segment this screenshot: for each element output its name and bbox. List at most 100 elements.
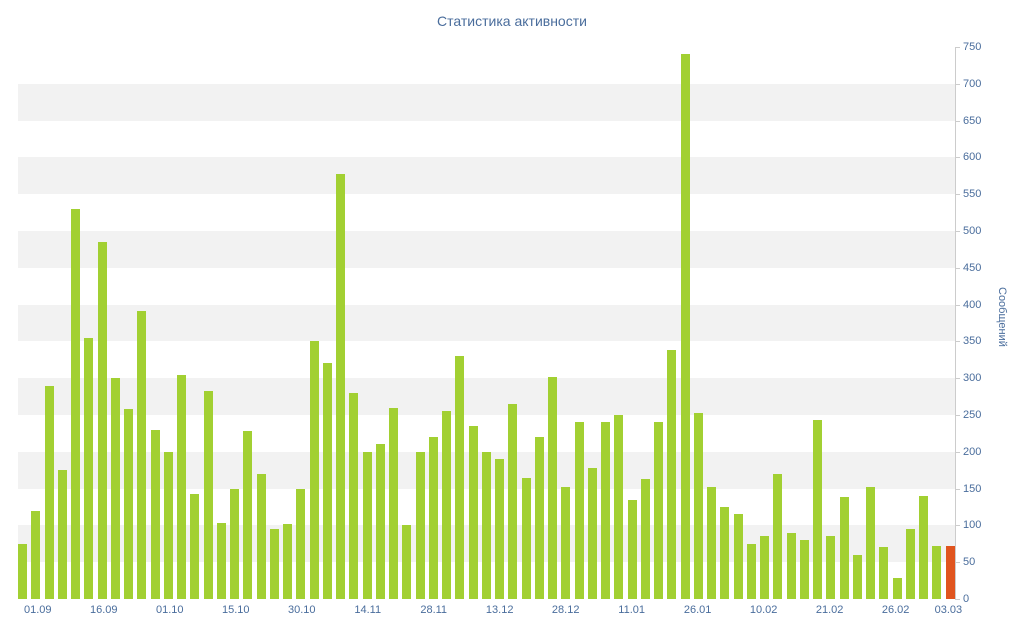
bar[interactable] bbox=[866, 487, 875, 599]
y-axis-tick bbox=[955, 83, 960, 85]
bar[interactable] bbox=[707, 487, 716, 599]
bar[interactable] bbox=[402, 525, 412, 599]
bar[interactable] bbox=[627, 499, 637, 599]
bar[interactable] bbox=[190, 493, 200, 599]
bar[interactable] bbox=[84, 337, 94, 599]
bar[interactable] bbox=[137, 310, 147, 599]
y-axis-tick-label: 650 bbox=[963, 114, 982, 127]
bar[interactable] bbox=[495, 459, 504, 599]
bar[interactable] bbox=[309, 341, 319, 599]
bar[interactable] bbox=[322, 363, 332, 599]
bar[interactable] bbox=[349, 392, 359, 599]
bar[interactable] bbox=[919, 495, 928, 599]
bar[interactable] bbox=[481, 451, 491, 599]
bar[interactable] bbox=[786, 532, 796, 599]
bar[interactable] bbox=[296, 488, 306, 599]
bar[interactable] bbox=[587, 468, 597, 599]
y-axis-tick-label: 250 bbox=[963, 409, 982, 421]
bar[interactable] bbox=[813, 420, 822, 599]
x-axis-label: 03.03 bbox=[934, 604, 963, 616]
bar[interactable] bbox=[97, 242, 107, 599]
bar[interactable] bbox=[905, 529, 915, 599]
bar[interactable] bbox=[839, 497, 849, 599]
x-axis-label: 16.09 bbox=[90, 604, 118, 616]
bar[interactable] bbox=[71, 208, 80, 599]
grid-band bbox=[18, 304, 955, 342]
bar[interactable] bbox=[799, 540, 809, 599]
bar[interactable] bbox=[375, 444, 385, 599]
bar[interactable] bbox=[733, 514, 743, 599]
bar[interactable] bbox=[667, 350, 677, 599]
bar[interactable] bbox=[680, 54, 690, 599]
y-axis-tick-label: 200 bbox=[963, 445, 982, 458]
bar[interactable] bbox=[216, 523, 226, 599]
bar[interactable] bbox=[269, 529, 279, 599]
x-axis-label: 01.09 bbox=[24, 604, 52, 616]
bar[interactable] bbox=[455, 356, 465, 599]
bar[interactable] bbox=[614, 415, 624, 599]
x-axis-label: 30.10 bbox=[287, 604, 316, 616]
bar[interactable] bbox=[428, 437, 438, 599]
x-axis-label: 26.01 bbox=[683, 604, 712, 616]
y-axis-title: Сообщений bbox=[996, 287, 1008, 347]
bar[interactable] bbox=[256, 473, 266, 599]
bar[interactable] bbox=[720, 507, 730, 599]
x-axis-label: 28.11 bbox=[420, 604, 448, 616]
bar[interactable] bbox=[336, 173, 345, 599]
bar[interactable] bbox=[879, 547, 889, 599]
plot-area bbox=[18, 47, 955, 599]
bar[interactable] bbox=[163, 451, 173, 599]
bar[interactable] bbox=[521, 477, 531, 599]
x-axis-label: 10.02 bbox=[749, 604, 778, 616]
bar[interactable] bbox=[243, 431, 253, 599]
bar[interactable] bbox=[548, 376, 557, 599]
chart-title: Статистика активности bbox=[437, 13, 587, 29]
bar[interactable] bbox=[230, 488, 239, 599]
bar[interactable] bbox=[945, 546, 955, 599]
y-axis-tick bbox=[955, 451, 960, 453]
bar[interactable] bbox=[693, 412, 703, 599]
bar[interactable] bbox=[283, 523, 292, 599]
y-axis-tick-label: 550 bbox=[963, 188, 982, 201]
bar[interactable] bbox=[601, 422, 610, 599]
y-axis-tick-label: 0 bbox=[963, 593, 970, 605]
bar[interactable] bbox=[574, 422, 584, 599]
y-axis-tick-label: 50 bbox=[963, 556, 976, 569]
bar[interactable] bbox=[362, 451, 372, 599]
bar[interactable] bbox=[746, 543, 756, 599]
y-axis-tick-label: 350 bbox=[963, 335, 982, 348]
bar[interactable] bbox=[654, 422, 663, 599]
bar[interactable] bbox=[892, 578, 902, 599]
bar[interactable] bbox=[932, 546, 942, 599]
bar[interactable] bbox=[561, 487, 571, 599]
bar[interactable] bbox=[177, 374, 186, 599]
y-axis-tick bbox=[955, 194, 960, 196]
bar[interactable] bbox=[640, 479, 650, 599]
bar[interactable] bbox=[760, 536, 769, 599]
bar[interactable] bbox=[534, 437, 544, 599]
bar[interactable] bbox=[389, 407, 398, 599]
bar[interactable] bbox=[852, 554, 862, 599]
y-axis-tick-label: 400 bbox=[963, 298, 982, 311]
y-axis-tick bbox=[955, 525, 960, 527]
bar[interactable] bbox=[773, 473, 783, 599]
bar[interactable] bbox=[508, 403, 518, 599]
grid-band bbox=[18, 231, 955, 268]
bar[interactable] bbox=[44, 385, 54, 599]
y-axis-tick bbox=[955, 562, 960, 564]
bar[interactable] bbox=[150, 429, 160, 599]
y-axis-line bbox=[955, 47, 956, 600]
bar[interactable] bbox=[468, 426, 478, 599]
bar[interactable] bbox=[442, 411, 451, 599]
bar[interactable] bbox=[203, 390, 213, 599]
bar[interactable] bbox=[415, 451, 425, 599]
y-axis-tick bbox=[955, 341, 960, 343]
bar[interactable] bbox=[124, 409, 133, 599]
bar[interactable] bbox=[110, 378, 120, 599]
bar[interactable] bbox=[57, 470, 67, 599]
bar[interactable] bbox=[18, 543, 27, 599]
bar[interactable] bbox=[31, 510, 41, 599]
bar[interactable] bbox=[826, 536, 836, 599]
y-axis-tick bbox=[955, 304, 960, 306]
x-axis-label: 01.10 bbox=[156, 604, 184, 616]
